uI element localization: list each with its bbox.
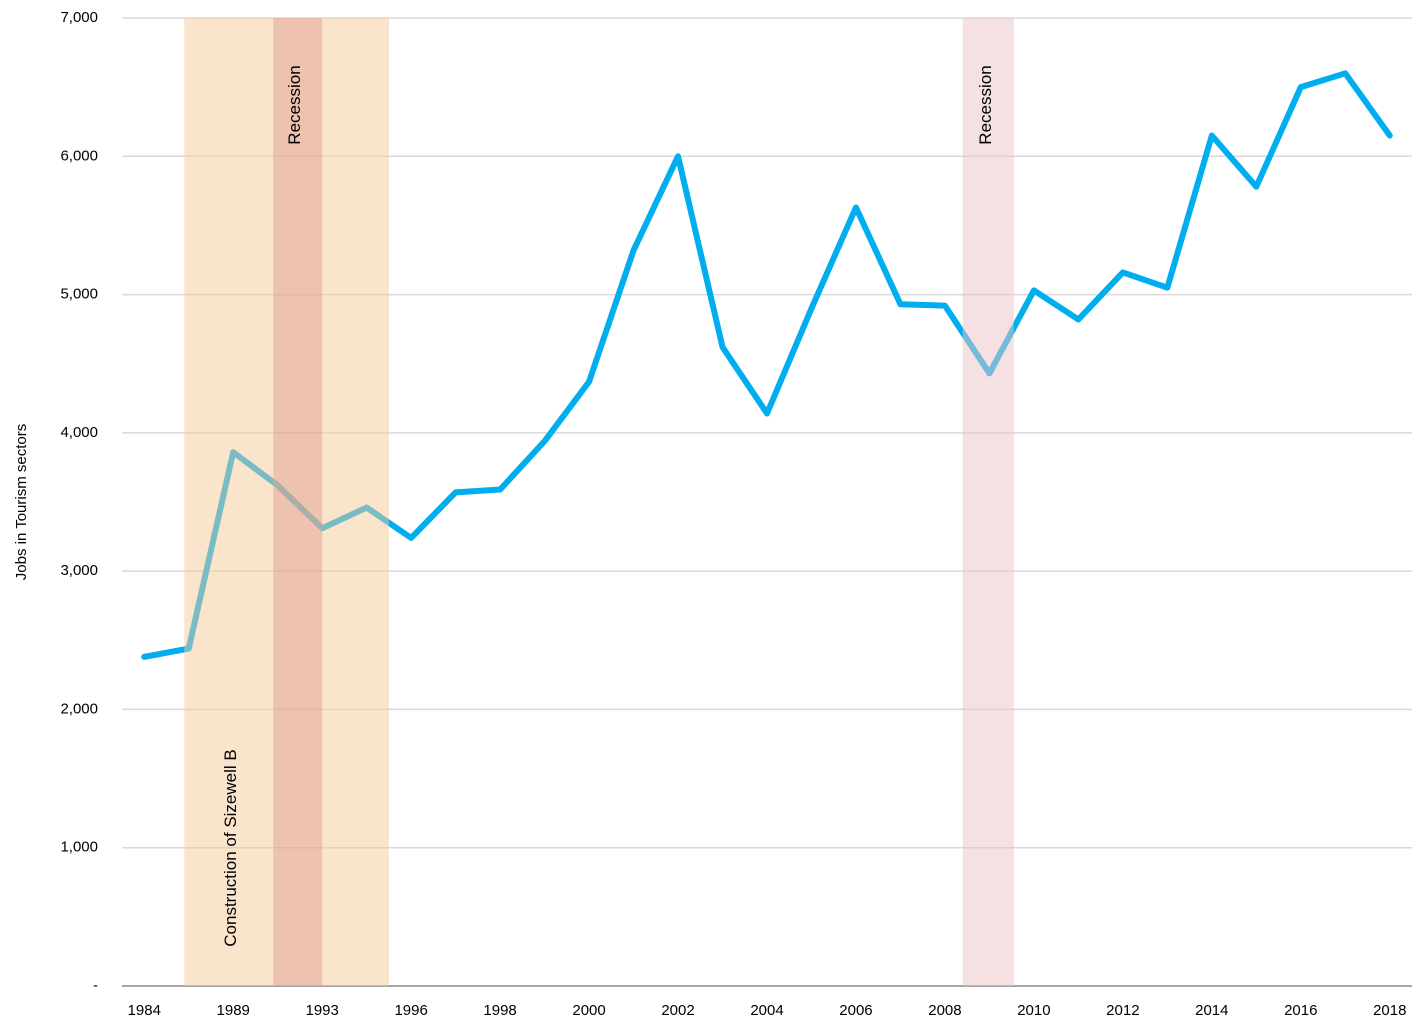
x-tick-label: 2018 — [1373, 1002, 1406, 1019]
x-tick-label: 2000 — [572, 1002, 605, 1019]
shaded-period — [273, 18, 323, 986]
x-tick-label: 1996 — [394, 1002, 427, 1019]
x-tick-label: 2014 — [1195, 1002, 1228, 1019]
y-tick-label: - — [93, 977, 98, 994]
y-tick-label: 7,000 — [60, 9, 98, 26]
annotation-label: Construction of Sizewell B — [221, 749, 240, 946]
x-tick-label: 2006 — [839, 1002, 872, 1019]
y-tick-label: 2,000 — [60, 700, 98, 717]
y-tick-label: 3,000 — [60, 562, 98, 579]
x-tick-label: 2002 — [661, 1002, 694, 1019]
annotation-label: Recession — [976, 65, 995, 144]
x-tick-label: 2012 — [1106, 1002, 1139, 1019]
x-tick-label: 1984 — [128, 1002, 161, 1019]
x-tick-label: 2004 — [750, 1002, 783, 1019]
x-tick-label: 1993 — [305, 1002, 338, 1019]
y-tick-label: 6,000 — [60, 147, 98, 164]
x-tick-label: 2016 — [1284, 1002, 1317, 1019]
shaded-period — [962, 18, 1014, 986]
y-tick-label: 5,000 — [60, 286, 98, 303]
y-tick-label: 4,000 — [60, 424, 98, 441]
annotation-label: Recession — [285, 65, 304, 144]
x-tick-label: 1989 — [217, 1002, 250, 1019]
y-axis-label: Jobs in Tourism sectors — [13, 424, 30, 580]
x-tick-label: 2010 — [1017, 1002, 1050, 1019]
x-tick-label: 2008 — [928, 1002, 961, 1019]
x-tick-label: 1998 — [483, 1002, 516, 1019]
y-tick-label: 1,000 — [60, 839, 98, 856]
